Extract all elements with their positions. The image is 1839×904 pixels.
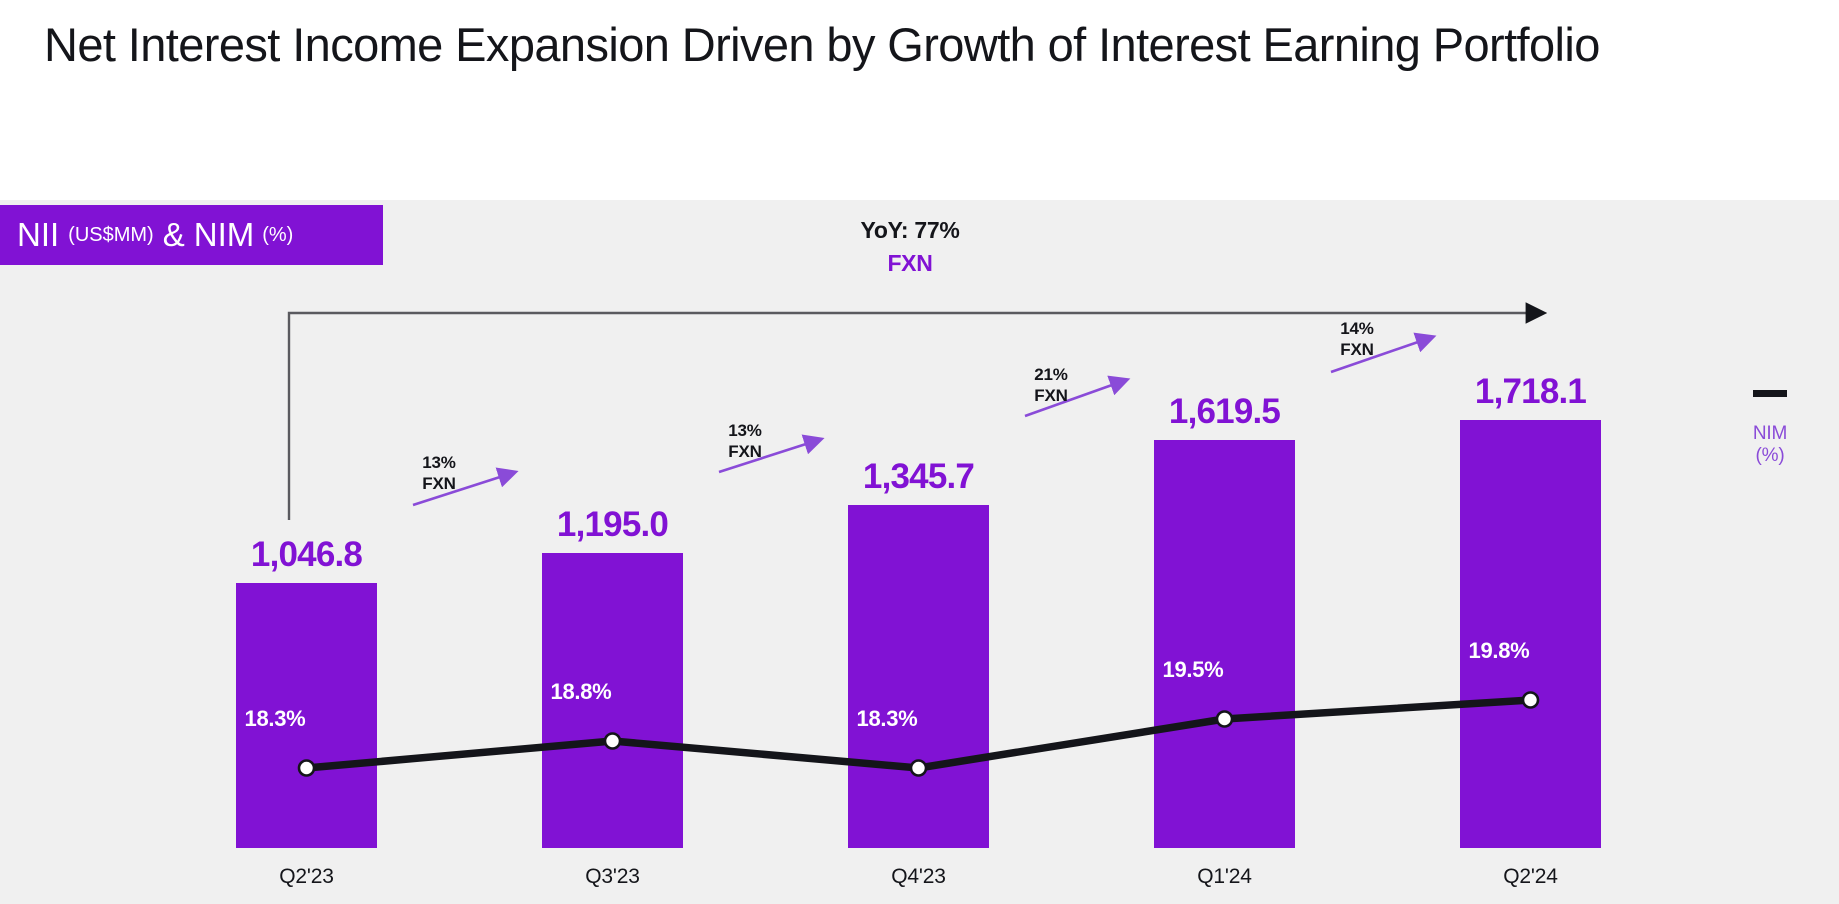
chart-legend: NIM (%) <box>1725 390 1815 467</box>
nim-value-q1-24: 19.5% <box>1162 657 1224 682</box>
nim-marker-q4-23 <box>909 759 928 777</box>
nim-value-q2-23: 18.3% <box>244 706 306 731</box>
bar-value-q3-23: 1,195.0 <box>556 505 669 544</box>
nim-line-series <box>297 691 1540 777</box>
bar-q2-23[interactable] <box>236 583 377 848</box>
growth-label-q3-23-to-q4-23: 13% FXN <box>728 421 762 461</box>
bar-q3-23[interactable] <box>542 553 683 848</box>
growth-label-q2-23-to-q3-23: 13% FXN <box>422 453 456 493</box>
x-axis-label-q2-23: Q2'23 <box>279 865 334 888</box>
legend-label-nim: NIM (%) <box>1752 423 1788 466</box>
growth-label-q1-24-to-q2-24: 14% FXN <box>1340 319 1374 359</box>
x-axis-label-q3-23: Q3'23 <box>585 865 640 888</box>
growth-label-q4-23-to-q1-24: 21% FXN <box>1034 365 1068 405</box>
x-axis-label-q2-24: Q2'24 <box>1503 865 1558 888</box>
nim-line-swatch-icon <box>1753 390 1787 397</box>
yoy-fxn-label: FXN <box>887 250 933 276</box>
bar-q4-23[interactable] <box>848 505 989 848</box>
nim-value-q2-24: 19.8% <box>1468 638 1530 663</box>
bar-q2-24[interactable] <box>1460 420 1601 848</box>
chart-panel: NII (US$MM) & NIM (%) YoY: 77% FXN <box>0 200 1839 904</box>
nim-marker-q2-23 <box>297 759 316 777</box>
bar-value-q1-24: 1,619.5 <box>1168 392 1281 431</box>
yoy-label: YoY: 77% <box>860 217 960 243</box>
slide-header: Net Interest Income Expansion Driven by … <box>0 0 1839 200</box>
badge-nim-label: NIM <box>193 216 255 253</box>
bar-value-q4-23: 1,345.7 <box>862 457 975 496</box>
plot-area: 13% FXN 13% FXN 21% FXN 14% FXN 1,046.8 … <box>0 200 1839 904</box>
x-axis-label-q4-23: Q4'23 <box>891 865 946 888</box>
x-axis-label-q1-24: Q1'24 <box>1197 865 1252 888</box>
chart-title-badge: NII (US$MM) & NIM (%) <box>0 205 383 265</box>
badge-nii-label: NII <box>17 216 60 253</box>
nim-value-q3-23: 18.8% <box>550 679 612 704</box>
bar-value-q2-23: 1,046.8 <box>250 535 363 574</box>
nim-marker-q2-24 <box>1521 691 1540 709</box>
badge-nim-unit: (%) <box>262 223 294 246</box>
badge-ampersand: & <box>162 216 185 253</box>
nim-marker-q1-24 <box>1215 710 1234 728</box>
bar-q1-24[interactable] <box>1154 440 1295 848</box>
bar-value-q2-24: 1,718.1 <box>1474 372 1587 411</box>
page-title: Net Interest Income Expansion Driven by … <box>44 18 1600 71</box>
growth-arrows <box>412 332 1437 507</box>
nim-marker-q3-23 <box>603 732 622 750</box>
nim-value-q4-23: 18.3% <box>856 706 918 731</box>
badge-nii-unit: (US$MM) <box>68 223 154 246</box>
